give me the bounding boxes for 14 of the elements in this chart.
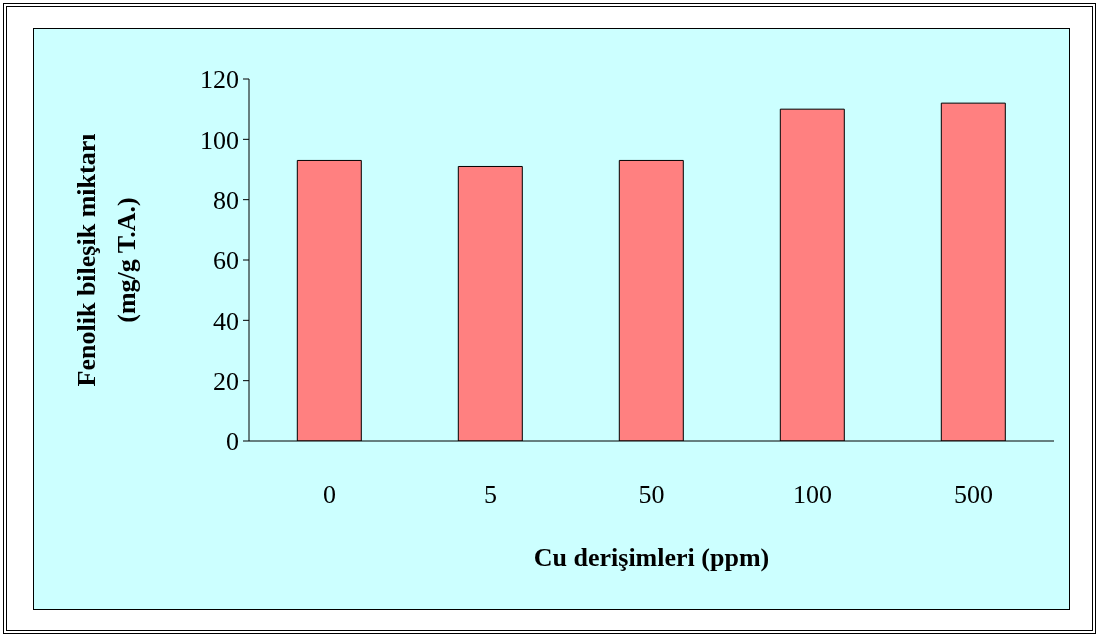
x-tick-label: 5	[484, 480, 497, 510]
x-tick-label: 0	[323, 480, 336, 510]
x-tick-label: 50	[638, 480, 665, 510]
y-tick-label: 80	[213, 185, 239, 215]
y-tick-label: 120	[200, 65, 239, 95]
x-axis-title: Cu derişimleri (ppm)	[533, 543, 770, 572]
y-tick-label: 20	[213, 366, 239, 396]
x-tick-label: 100	[793, 480, 832, 510]
y-tick-label: 0	[226, 427, 239, 457]
y-tick-label: 40	[213, 306, 239, 336]
y-tick-label: 100	[200, 125, 239, 155]
y-tick-label: 60	[213, 246, 239, 276]
y-axis-title: Fenolik bileşik miktarı (mg/g T.A.)	[71, 133, 141, 387]
x-tick-label: 500	[954, 480, 993, 510]
